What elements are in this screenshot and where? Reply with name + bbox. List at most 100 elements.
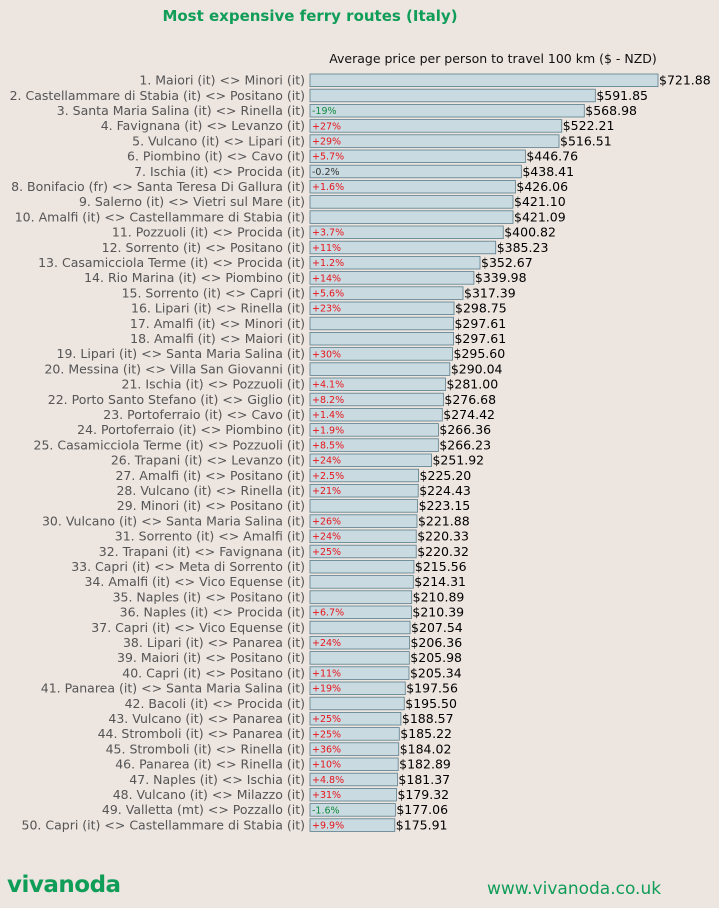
price-bar [309,803,396,817]
price-change-label: +30% [312,349,341,360]
route-label: 45. Stromboli (it) <> Rinella (it) [106,741,305,756]
price-value-label: $207.54 [411,620,463,635]
route-label: 14. Rio Marina (it) <> Piombino (it) [84,270,305,285]
price-change-label: +11% [312,669,341,680]
price-bar [309,575,414,589]
price-bar [309,772,398,787]
price-value-label: $276.68 [444,392,496,407]
route-label: 18. Amalfi (it) <> Maiori (it) [130,331,305,346]
website-link[interactable]: www.vivanoda.co.uk [487,879,662,899]
price-change-label: -1.6% [312,805,340,816]
price-change-label: +1.6% [312,182,344,193]
price-change-label: +25% [312,547,341,558]
route-label: 19. Lipari (it) <> Santa Maria Salina (i… [57,346,305,361]
price-change-label: +31% [312,790,341,801]
price-value-label: $290.04 [451,361,503,376]
route-label: 32. Trapani (it) <> Favignana (it) [99,544,305,559]
price-change-label: +1.2% [312,258,344,269]
route-label: 4. Favignana (it) <> Levanzo (it) [101,118,305,133]
price-value-label: $184.02 [400,741,452,756]
price-change-label: +24% [312,638,341,649]
price-bar [309,696,405,711]
route-label: 12. Sorrento (it) <> Positano (it) [102,240,305,255]
price-value-label: $522.21 [563,118,615,133]
price-value-label: $721.88 [659,73,711,88]
price-value-label: $446.76 [526,149,578,164]
price-value-label: $426.06 [516,179,568,194]
price-change-label: -19% [312,106,337,117]
price-change-label: +26% [312,517,341,528]
route-label: 48. Vulcano (it) <> Milazzo (it) [113,787,305,802]
price-bar [309,438,439,452]
price-bar [309,240,497,255]
price-change-label: +5.7% [312,152,344,163]
vivanoda-logo: vivanoda [7,872,121,898]
price-value-label: $421.09 [514,209,566,224]
price-change-label: -0.2% [312,167,340,178]
price-bar [309,620,411,635]
price-bar [309,757,399,772]
price-bar [309,499,418,513]
price-value-label: $317.39 [464,285,516,300]
route-label: 42. Bacoli (it) <> Procida (it) [125,696,305,711]
price-value-label: $591.85 [596,88,648,103]
price-change-label: +11% [312,243,341,254]
route-label: 40. Capri (it) <> Positano (it) [122,665,305,680]
price-bar [309,149,526,164]
price-change-label: +23% [312,304,341,315]
price-change-label: +4.8% [312,775,344,786]
price-bar [309,560,415,574]
price-bar [309,88,596,103]
route-label: 43. Vulcano (it) <> Panarea (it) [108,711,305,726]
price-value-label: $516.51 [560,133,612,148]
price-bar [309,179,516,194]
price-bar [309,712,402,726]
route-label: 3. Santa Maria Salina (it) <> Rinella (i… [57,103,305,118]
route-label: 6. Piombino (it) <> Cavo (it) [127,149,305,164]
price-bar [309,164,522,179]
price-bar [309,544,417,559]
price-change-label: +19% [312,684,341,695]
price-change-label: +4.1% [312,380,344,391]
route-label: 49. Valletta (mt) <> Pozzallo (it) [102,802,305,817]
price-bar [309,651,410,665]
price-bar [309,73,659,88]
price-change-label: +14% [312,273,341,284]
price-value-label: $339.98 [475,270,527,285]
price-bar [309,483,419,498]
price-value-label: $220.32 [417,544,469,559]
route-label: 22. Porto Santo Stefano (it) <> Giglio (… [48,392,305,407]
price-change-label: +1.9% [312,425,344,436]
route-label: 41. Panarea (it) <> Santa Maria Salina (… [41,681,305,696]
price-value-label: $215.56 [415,559,467,574]
price-value-label: $188.57 [402,711,454,726]
price-value-label: $224.43 [419,483,471,498]
price-bar [309,210,514,224]
price-value-label: $385.23 [497,240,549,255]
route-label: 2. Castellammare di Stabia (it) <> Posit… [10,88,305,103]
price-value-label: $221.88 [418,513,470,528]
price-value-label: $274.42 [443,407,495,422]
route-label: 44. Stromboli (it) <> Panarea (it) [98,726,305,741]
chart-subtitle: Average price per person to travel 100 k… [329,51,657,66]
route-label: 47. Naples (it) <> Ischia (it) [129,772,305,787]
route-label: 31. Sorrento (it) <> Amalfi (it) [115,529,305,544]
route-label: 5. Vulcano (it) <> Lipari (it) [132,133,305,148]
price-bar [309,301,455,316]
route-label: 34. Amalfi (it) <> Vico Equense (it) [85,574,306,589]
price-bar [309,271,475,285]
route-label: 37. Capri (it) <> Vico Equense (it) [91,620,305,635]
price-bar [309,195,514,209]
price-bar [309,331,454,346]
price-value-label: $181.37 [398,772,450,787]
price-bar [309,636,410,650]
price-change-label: +24% [312,456,341,467]
price-bar [309,666,410,680]
route-label: 28. Vulcano (it) <> Rinella (it) [116,483,305,498]
price-value-label: $568.98 [585,103,637,118]
price-bar [309,362,451,376]
price-change-label: +27% [312,121,341,132]
price-value-label: $400.82 [504,225,556,240]
price-value-label: $220.33 [417,529,469,544]
